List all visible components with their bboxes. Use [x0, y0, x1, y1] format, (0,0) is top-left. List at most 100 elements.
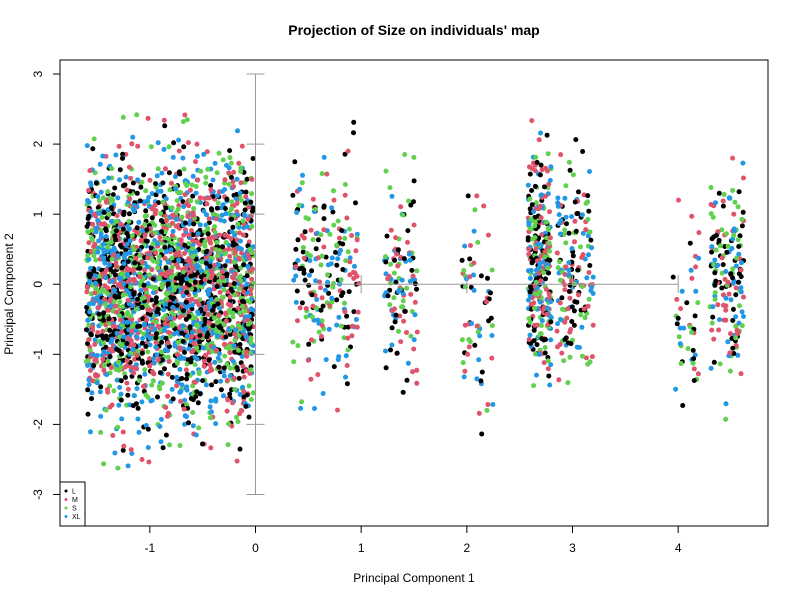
- point-l: [393, 312, 399, 318]
- point-l: [153, 295, 159, 301]
- point-s: [143, 392, 149, 398]
- point-m: [163, 273, 169, 279]
- point-s: [100, 195, 106, 201]
- points-layer: [83, 112, 747, 471]
- point-m: [557, 300, 563, 306]
- point-m: [581, 192, 587, 198]
- point-l: [712, 270, 718, 276]
- point-xl: [147, 335, 153, 341]
- point-m: [324, 171, 330, 177]
- point-l: [207, 263, 213, 269]
- point-xl: [151, 356, 156, 362]
- point-l: [183, 220, 188, 226]
- point-m: [249, 276, 255, 282]
- point-s: [727, 368, 733, 374]
- point-s: [169, 264, 175, 270]
- point-m: [239, 250, 245, 256]
- point-s: [152, 222, 158, 228]
- point-xl: [326, 326, 332, 332]
- point-m: [205, 312, 211, 317]
- point-l: [729, 336, 735, 341]
- point-l: [565, 340, 571, 346]
- point-s: [115, 359, 121, 365]
- point-m: [310, 196, 316, 202]
- point-s: [196, 425, 202, 431]
- point-s: [223, 239, 229, 245]
- point-m: [189, 228, 194, 234]
- point-s: [158, 248, 164, 254]
- point-xl: [161, 327, 167, 333]
- point-s: [145, 349, 151, 355]
- point-xl: [566, 267, 572, 273]
- point-l: [198, 274, 204, 280]
- point-l: [242, 207, 248, 213]
- point-s: [250, 280, 256, 286]
- point-l: [107, 354, 113, 360]
- point-s: [739, 323, 745, 329]
- point-m: [227, 350, 233, 356]
- point-xl: [133, 328, 139, 334]
- point-l: [135, 324, 141, 329]
- point-xl: [236, 245, 242, 251]
- point-xl: [589, 245, 595, 251]
- point-l: [293, 246, 299, 252]
- point-m: [485, 402, 491, 407]
- point-xl: [526, 222, 532, 227]
- point-s: [545, 225, 551, 231]
- point-xl: [325, 262, 331, 268]
- point-s: [156, 383, 162, 389]
- point-s: [142, 222, 148, 227]
- point-xl: [94, 353, 100, 358]
- point-s: [119, 322, 125, 328]
- point-s: [214, 239, 220, 245]
- point-l: [112, 293, 118, 299]
- point-m: [586, 270, 592, 275]
- point-m: [546, 181, 552, 187]
- point-xl: [547, 177, 553, 183]
- point-l: [529, 260, 535, 266]
- point-m: [194, 239, 200, 245]
- point-l: [210, 323, 216, 329]
- point-m: [108, 365, 114, 371]
- point-l: [155, 306, 161, 312]
- point-m: [237, 230, 243, 236]
- point-m: [126, 336, 131, 342]
- point-xl: [579, 212, 585, 218]
- point-xl: [237, 392, 243, 397]
- point-s: [343, 258, 349, 264]
- point-xl: [537, 261, 543, 267]
- point-xl: [108, 339, 114, 345]
- point-s: [215, 200, 221, 206]
- point-m: [219, 334, 225, 340]
- point-xl: [138, 288, 144, 293]
- point-s: [475, 329, 481, 335]
- point-xl: [174, 374, 180, 380]
- point-m: [308, 227, 314, 233]
- point-m: [547, 235, 553, 241]
- point-s: [229, 206, 234, 212]
- point-xl: [121, 253, 127, 259]
- point-m: [90, 221, 96, 227]
- point-xl: [476, 357, 482, 363]
- point-s: [232, 292, 238, 298]
- point-m: [201, 358, 207, 364]
- point-s: [582, 315, 588, 321]
- point-s: [97, 273, 102, 279]
- point-s: [226, 181, 232, 187]
- point-l: [89, 396, 94, 402]
- point-s: [711, 262, 717, 268]
- point-xl: [180, 323, 186, 329]
- point-m: [128, 365, 134, 371]
- point-l: [709, 236, 715, 242]
- point-m: [474, 323, 480, 329]
- point-xl: [136, 429, 142, 435]
- point-s: [695, 300, 701, 306]
- point-s: [238, 197, 244, 203]
- point-xl: [104, 248, 110, 254]
- point-m: [127, 196, 133, 202]
- point-s: [148, 144, 154, 150]
- point-s: [167, 187, 173, 193]
- point-xl: [102, 260, 108, 266]
- point-xl: [723, 269, 729, 274]
- point-l: [384, 233, 390, 239]
